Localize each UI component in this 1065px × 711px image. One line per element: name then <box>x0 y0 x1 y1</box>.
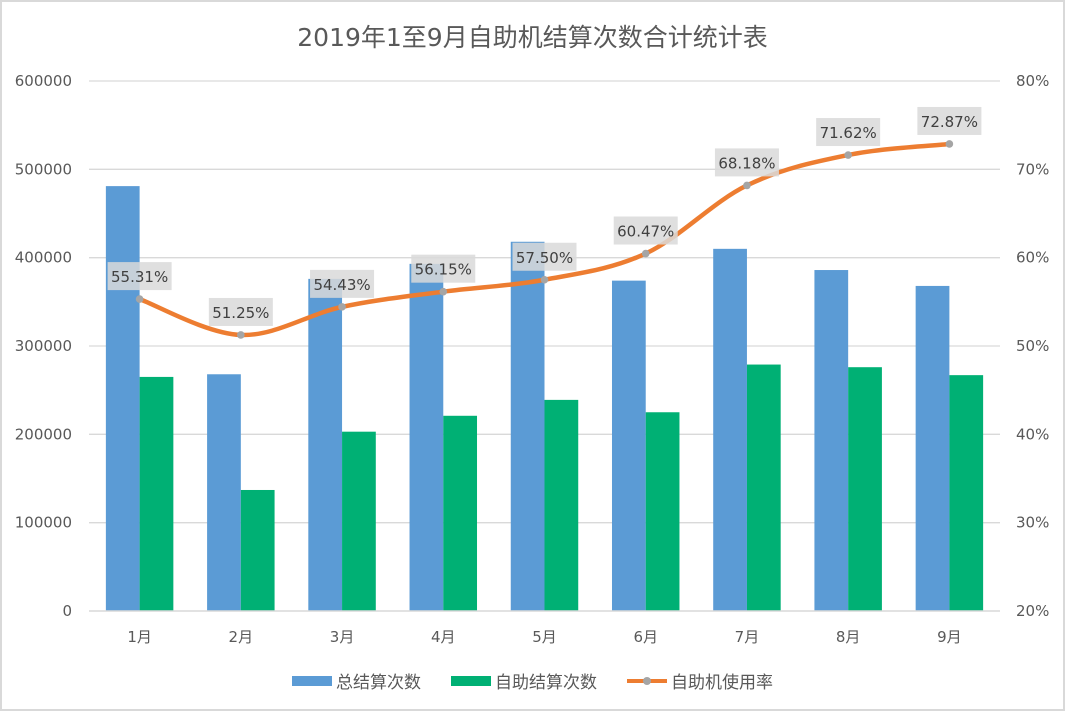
y-right-tick-label: 70% <box>1016 160 1049 178</box>
y-left-tick-label: 400000 <box>15 249 72 267</box>
bar-total <box>915 285 950 611</box>
line-marker <box>540 275 549 284</box>
data-label: 56.15% <box>415 261 472 279</box>
chart-title: 2019年1至9月自助机结算次数合计统计表 <box>297 23 768 52</box>
data-label-box <box>310 269 375 298</box>
bar-self <box>949 375 984 611</box>
data-label: 72.87% <box>921 113 978 131</box>
bar-total <box>814 270 849 611</box>
bar-self <box>139 376 174 611</box>
legend: 总结算次数 自助结算次数 自助机使用率 <box>0 668 1065 693</box>
x-tick-label: 5月 <box>532 628 557 646</box>
line-marker <box>844 151 852 159</box>
line-marker <box>338 303 346 311</box>
data-label-box <box>917 106 982 135</box>
legend-swatch-rate <box>627 676 667 686</box>
x-tick-label: 7月 <box>735 628 760 646</box>
bar-total <box>611 280 646 611</box>
y-left-tick-label: 100000 <box>15 514 72 532</box>
bar-self <box>240 489 275 611</box>
data-label-box <box>208 297 273 326</box>
bar-self <box>746 364 781 611</box>
bar-total <box>409 263 444 611</box>
data-label: 51.25% <box>212 304 269 322</box>
data-label-box <box>411 254 476 283</box>
line-marker <box>135 295 144 303</box>
line-marker <box>237 331 245 339</box>
y-right-tick-label: 80% <box>1016 72 1049 90</box>
legend-label-total: 总结算次数 <box>336 673 421 693</box>
line-marker <box>945 140 954 148</box>
legend-label-self: 自助结算次数 <box>495 673 597 693</box>
y-right-tick-label: 40% <box>1016 425 1049 443</box>
legend-swatch-total <box>292 675 332 686</box>
data-label: 57.50% <box>516 249 573 267</box>
data-label: 68.18% <box>718 154 775 172</box>
data-label: 60.47% <box>617 223 674 241</box>
data-label: 71.62% <box>820 124 877 142</box>
bar-total <box>510 241 545 611</box>
bar-total <box>207 374 241 611</box>
y-left-tick-label: 600000 <box>15 72 72 90</box>
x-tick-label: 6月 <box>633 628 658 646</box>
bar-total <box>308 278 343 611</box>
x-tick-label: 4月 <box>431 628 456 646</box>
y-left-tick-label: 0 <box>62 602 72 620</box>
bar-self <box>848 367 882 611</box>
x-tick-label: 1月 <box>127 628 152 646</box>
legend-item-rate[interactable]: 自助机使用率 <box>627 668 773 693</box>
bar-total <box>105 186 140 611</box>
y-right-tick-label: 20% <box>1016 602 1049 620</box>
data-label-box <box>613 216 678 245</box>
y-left-tick-label: 200000 <box>15 425 72 443</box>
line-marker <box>439 287 448 296</box>
y-left-tick-label: 300000 <box>15 337 72 355</box>
data-label: 55.31% <box>111 268 168 286</box>
x-tick-label: 2月 <box>229 628 254 646</box>
legend-swatch-self <box>451 675 491 686</box>
legend-item-total[interactable]: 总结算次数 <box>292 668 421 693</box>
bar-self <box>645 412 680 611</box>
data-label: 54.43% <box>313 276 370 294</box>
data-label-box <box>816 118 881 147</box>
legend-label-rate: 自助机使用率 <box>671 673 773 693</box>
y-right-tick-label: 60% <box>1016 249 1049 267</box>
data-label-box <box>512 242 577 271</box>
bar-self <box>342 431 376 611</box>
bar-self <box>544 399 579 611</box>
y-left-tick-label: 500000 <box>15 160 72 178</box>
bar-total <box>713 248 747 612</box>
line-marker <box>641 249 650 258</box>
data-label-box <box>714 148 779 177</box>
line-marker <box>743 181 751 190</box>
x-tick-label: 3月 <box>330 628 355 646</box>
data-label-box <box>107 262 172 291</box>
y-right-tick-label: 50% <box>1016 337 1049 355</box>
x-tick-label: 8月 <box>836 628 861 646</box>
y-right-tick-label: 30% <box>1016 514 1049 532</box>
legend-item-self[interactable]: 自助结算次数 <box>451 668 597 693</box>
x-tick-label: 9月 <box>937 628 962 646</box>
bar-self <box>443 415 478 611</box>
